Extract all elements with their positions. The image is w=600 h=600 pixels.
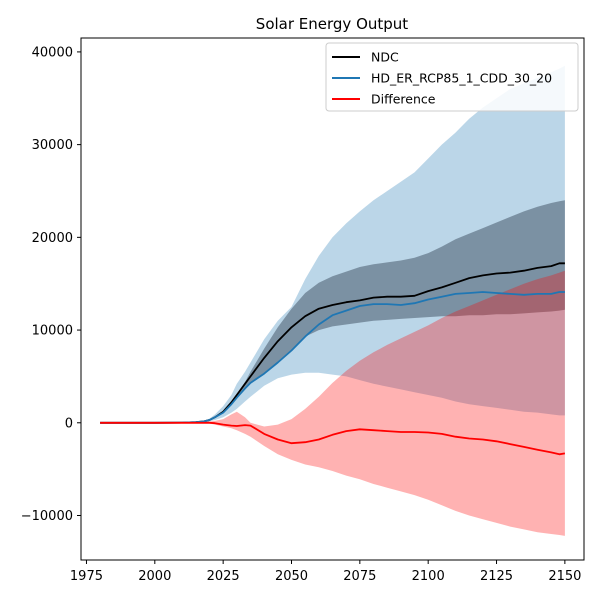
- y-tick-label: 0: [65, 416, 73, 431]
- legend-entry-label: HD_ER_RCP85_1_CDD_30_20: [371, 71, 552, 86]
- y-tick-label: 20000: [32, 231, 73, 246]
- legend-box: [325, 42, 579, 112]
- x-tick-label: 2025: [207, 569, 240, 584]
- band-difference: [100, 270, 565, 536]
- x-tick-label: 2000: [138, 569, 171, 584]
- x-tick-label: 2075: [343, 569, 376, 584]
- x-tick-label: 2125: [480, 569, 513, 584]
- band-ndc: [100, 200, 565, 423]
- confidence-bands: [100, 65, 565, 536]
- x-tick-label: 2150: [548, 569, 581, 584]
- y-tick-label: 30000: [32, 138, 73, 153]
- y-axis: −10000 0 10000 20000 30000 40000: [21, 45, 81, 524]
- y-tick-label: 10000: [32, 324, 73, 339]
- x-tick-label: 1975: [70, 569, 103, 584]
- chart-title: Solar Energy Output: [256, 15, 408, 33]
- x-tick-label: 2100: [412, 569, 445, 584]
- x-axis: 1975 2000 2025 2050 2075 2100 2125 2150: [70, 560, 581, 584]
- legend-entry-label: NDC: [371, 50, 399, 65]
- y-tick-label: −10000: [21, 509, 73, 524]
- series-lines: [100, 262, 566, 456]
- y-tick-label: 40000: [32, 45, 73, 60]
- legend: NDC HD_ER_RCP85_1_CDD_30_20 Difference: [325, 42, 579, 112]
- x-tick-label: 2050: [275, 569, 308, 584]
- band-hd-er-rcp85-1-cdd-30-20: [100, 65, 565, 423]
- legend-entry-label: Difference: [371, 92, 436, 107]
- plot-frame: [80, 37, 585, 561]
- series-line-difference: [100, 421, 566, 456]
- series-line-hd-er-rcp85-1-cdd-30-20: [100, 291, 565, 424]
